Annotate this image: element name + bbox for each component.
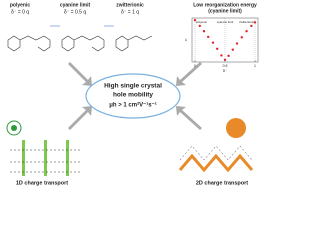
point [231,48,234,51]
point [207,35,210,39]
point [193,19,197,22]
x-tick-label: 1 [254,64,256,68]
figure: polyenic δ⁻ = 0 q cyanine limit δ⁻ = 0.5… [6,2,259,186]
center-oval [85,73,181,119]
state-name: polyenic [10,2,31,8]
caption: 2D charge transport [196,180,248,186]
state-charge: δ⁻ = 1 q [121,9,139,15]
chains-1d [6,120,80,176]
state-name: cyanine limit [60,2,91,8]
x-axis-label: δ⁻ [223,68,227,73]
molecules [7,25,153,52]
point [216,47,219,50]
point [227,54,230,58]
page: polyenic δ⁻ = 0 q cyanine limit δ⁻ = 0.5… [6,2,259,187]
chart: Low reorganization energy(cyanine limit)… [185,2,259,73]
caption: 1D charge transport [16,180,68,186]
point [223,58,227,61]
point [235,42,239,45]
annotation: cyanine limit [217,20,234,24]
state-name: zwitterionic [116,2,144,8]
point [250,24,253,28]
chart-title: Low reorganization energy [193,2,257,8]
point [220,54,223,57]
point [240,36,243,39]
point [211,41,215,44]
chart-subtitle: (cyanine limit) [208,8,242,14]
annotation: zwitterionic [239,20,254,24]
center-value: μh > 1 cm²V⁻¹s⁻¹ [109,102,157,109]
arrows [68,62,202,130]
state-charge: δ⁻ = 0 q [11,9,29,15]
state-charge: δ⁻ = 0.5 q [64,9,86,15]
point [198,24,201,28]
point [202,30,206,33]
annotation: polyenic [196,20,208,24]
y-axis-label: λ [185,37,187,42]
x-tick-label: 0.5 [223,64,228,68]
sheet-2d [178,118,254,173]
point [253,21,257,24]
center-text: hole mobility [113,92,153,99]
center-text: High single crystal [104,83,162,90]
point [245,30,248,33]
x-tick-label: 0 [194,64,196,68]
